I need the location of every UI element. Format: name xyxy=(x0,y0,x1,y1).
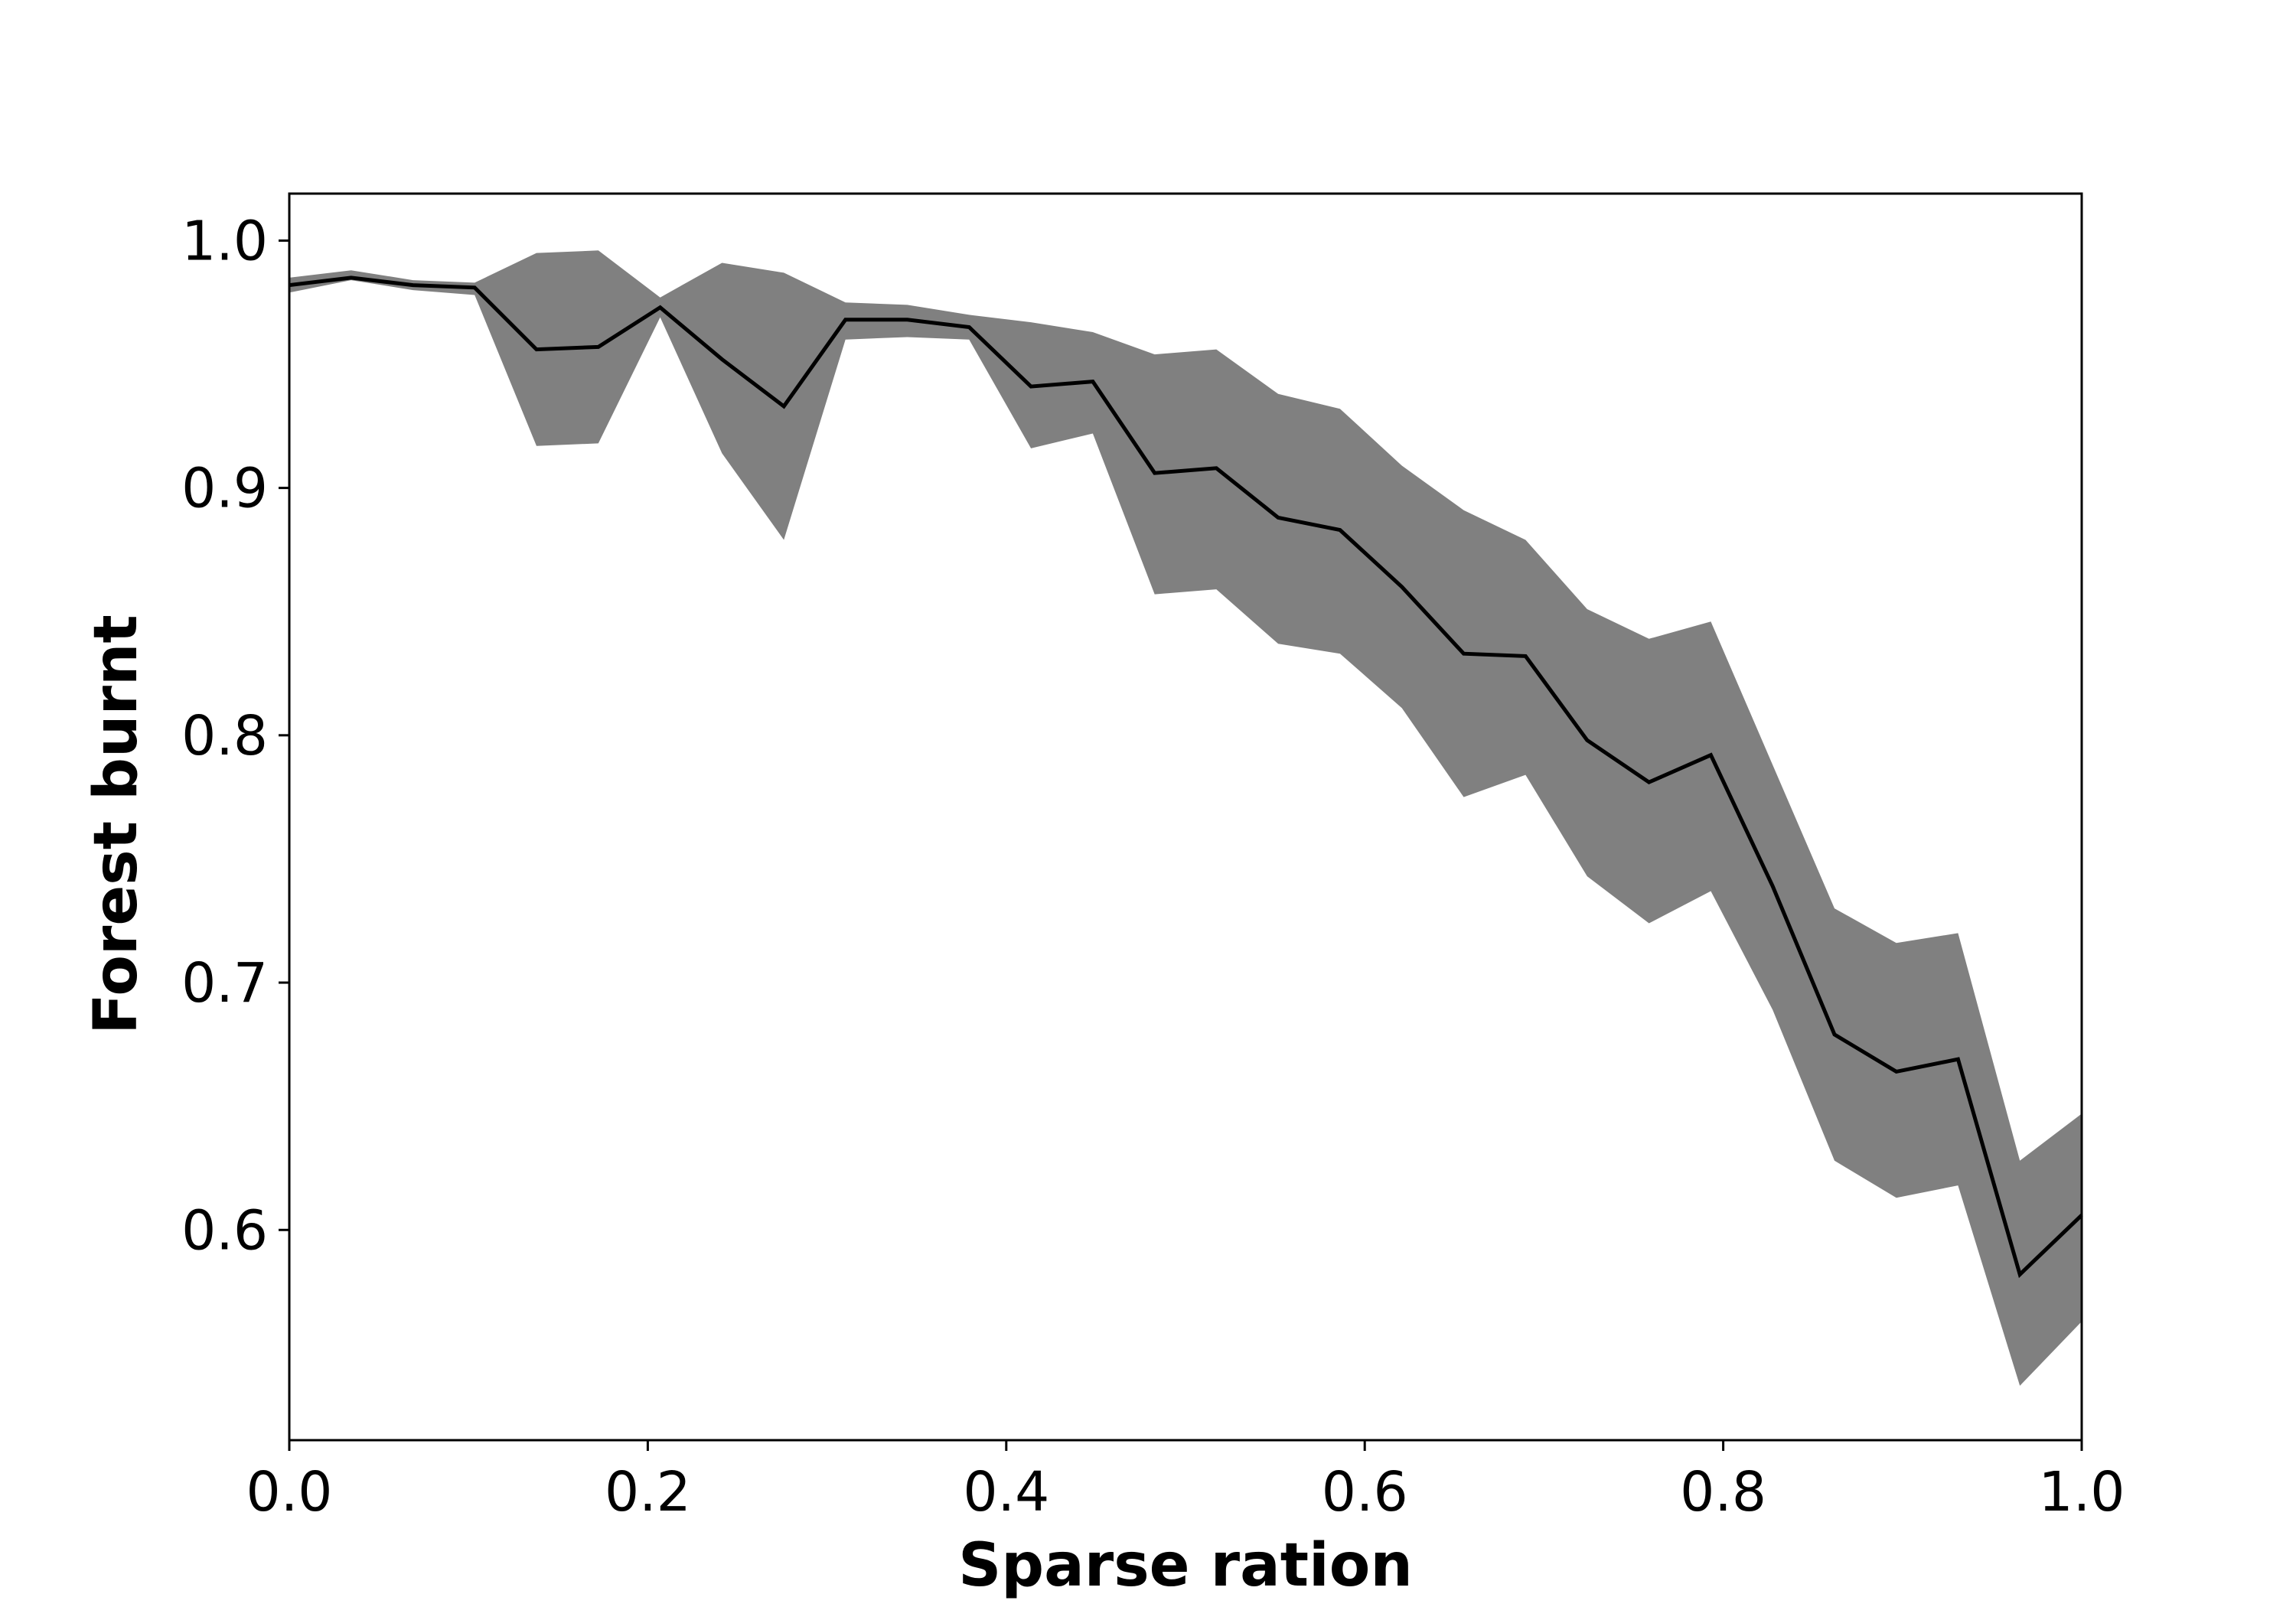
y-tick-label: 0.7 xyxy=(181,951,268,1015)
x-tick-label: 0.8 xyxy=(1680,1460,1766,1524)
y-tick-label: 1.0 xyxy=(181,209,268,272)
y-tick-label: 0.8 xyxy=(181,704,268,768)
plot-area xyxy=(288,192,2083,1442)
mean-line xyxy=(289,275,2083,1279)
x-tick-label: 0.6 xyxy=(1322,1460,1408,1524)
axes-frame xyxy=(288,192,2083,1442)
y-axis-label: Forest burnt xyxy=(82,614,151,1035)
x-axis-label: Sparse ration xyxy=(958,1531,1413,1600)
x-tick-label: 0.4 xyxy=(963,1460,1049,1524)
y-axis-ticks: 0.6 0.7 0.8 0.9 1.0 xyxy=(181,209,289,1262)
x-tick-label: 0.2 xyxy=(605,1460,691,1524)
x-tick-label: 1.0 xyxy=(2039,1460,2125,1524)
spread-band xyxy=(289,250,2082,1386)
y-tick-label: 0.9 xyxy=(181,457,268,520)
y-tick-label: 0.6 xyxy=(181,1198,268,1262)
x-axis-ticks: 0.0 0.2 0.4 0.6 0.8 1.0 xyxy=(246,1440,2125,1524)
x-tick-label: 0.0 xyxy=(246,1460,333,1524)
